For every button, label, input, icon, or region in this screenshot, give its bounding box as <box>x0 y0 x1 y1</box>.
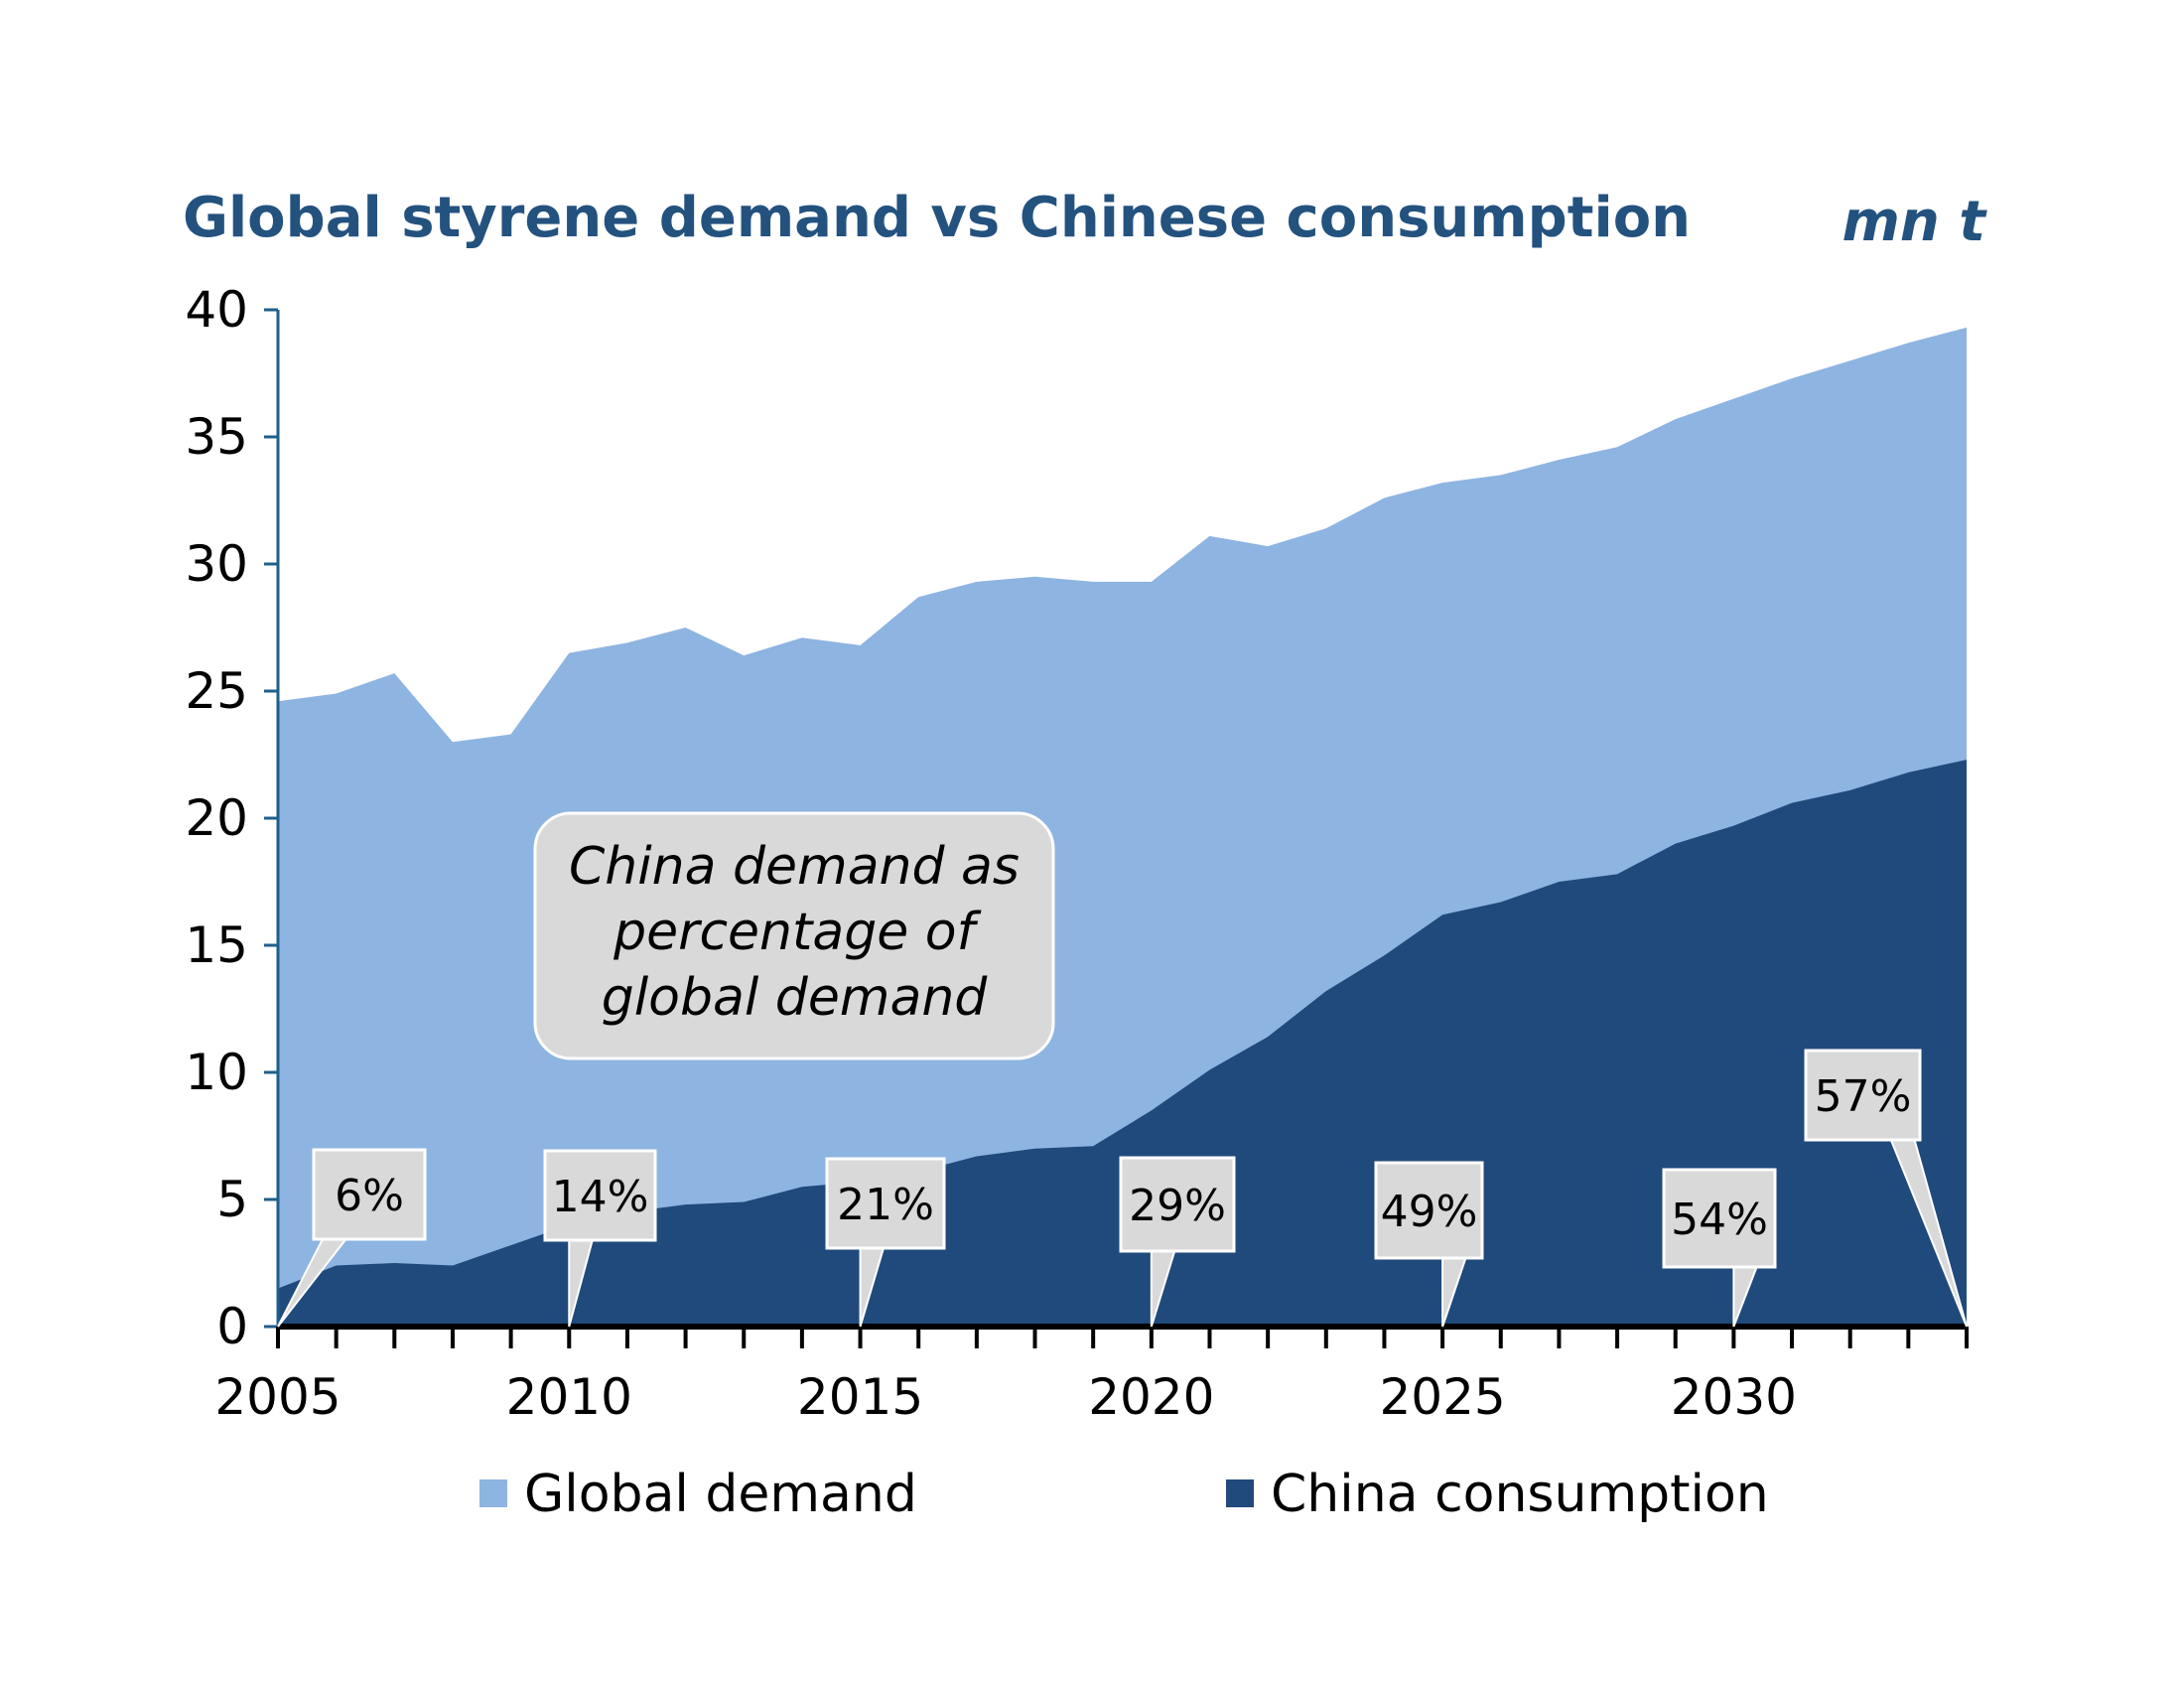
callout-box <box>1374 1161 1484 1260</box>
y-tick-label: 35 <box>185 408 248 466</box>
callout-label: 57% <box>1815 1071 1912 1122</box>
callout-label: 49% <box>1381 1187 1478 1237</box>
chart-title: Global styrene demand vs Chinese consump… <box>183 186 1691 250</box>
callout-box <box>312 1148 427 1241</box>
callout-2005: 6% <box>277 1148 427 1328</box>
legend-swatch-global <box>479 1479 507 1507</box>
callout-2025: 49% <box>1374 1161 1484 1328</box>
annotation-line: percentage of <box>613 903 982 962</box>
callout-2034: 57% <box>1804 1049 1968 1328</box>
x-tick-label: 2025 <box>1379 1368 1505 1426</box>
annotation-box: China demand as percentage of global dem… <box>533 811 1055 1060</box>
callout-box <box>1804 1049 1922 1142</box>
x-tick-label: 2010 <box>506 1368 632 1426</box>
y-tick-label: 30 <box>185 535 248 593</box>
x-tick-label: 2020 <box>1088 1368 1214 1426</box>
annotation-line: global demand <box>602 968 989 1028</box>
y-tick-label: 10 <box>185 1044 248 1101</box>
y-tick-label: 25 <box>185 662 248 720</box>
callout-2015: 21% <box>825 1157 946 1328</box>
y-tick-label: 20 <box>185 789 248 847</box>
x-tick-label: 2030 <box>1671 1368 1797 1426</box>
annotation-line: China demand as <box>569 837 1020 897</box>
callout-2030: 54% <box>1662 1168 1777 1328</box>
callout-label: 54% <box>1671 1195 1768 1245</box>
y-tick-label: 0 <box>216 1298 248 1355</box>
area-china-consumption <box>278 760 1967 1327</box>
callout-box <box>1119 1156 1236 1253</box>
callout-box <box>543 1149 657 1242</box>
callout-label: 21% <box>837 1180 934 1230</box>
callout-label: 29% <box>1129 1181 1226 1231</box>
unit-label: mn t <box>1843 190 1988 254</box>
callout-box <box>825 1157 946 1250</box>
legend-label-global: Global demand <box>524 1465 917 1524</box>
legend-label-china: China consumption <box>1271 1465 1769 1524</box>
x-tick-label: 2005 <box>214 1368 341 1426</box>
callout-label: 14% <box>552 1172 649 1222</box>
legend-swatch-china <box>1226 1479 1254 1507</box>
callout-2010: 14% <box>543 1149 657 1328</box>
callout-2020: 29% <box>1119 1156 1236 1328</box>
x-tick-label: 2015 <box>797 1368 923 1426</box>
callout-box <box>1662 1168 1777 1269</box>
callout-label: 6% <box>335 1171 404 1221</box>
y-tick-label: 15 <box>185 916 248 974</box>
y-tick-label: 5 <box>216 1171 248 1228</box>
y-tick-label: 40 <box>185 281 248 339</box>
